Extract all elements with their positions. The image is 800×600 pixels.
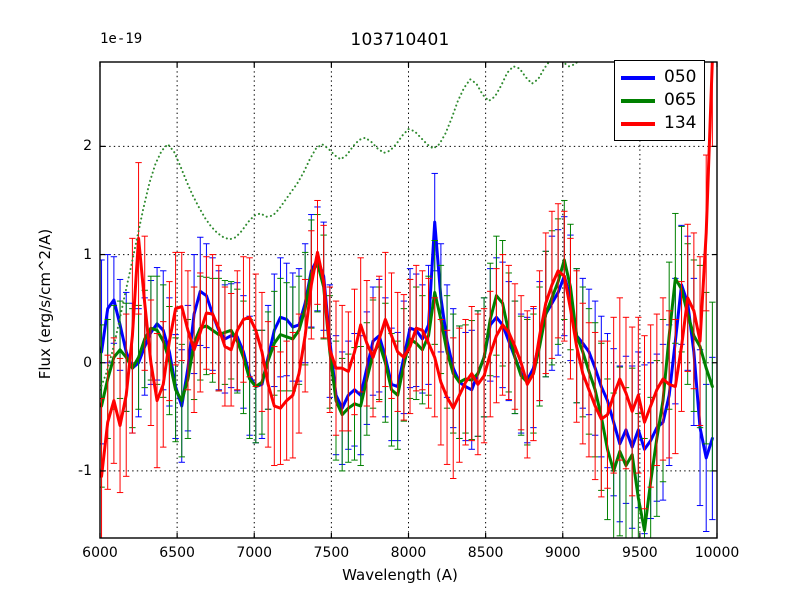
x-tick-label: 7000 (236, 545, 273, 561)
x-tick-label: 9000 (544, 545, 581, 561)
x-tick-label: 9500 (622, 545, 658, 561)
legend[interactable]: 050 065 134 (614, 60, 706, 141)
x-tick-label: 10000 (694, 545, 740, 561)
x-axis-label: Wavelength (A) (342, 566, 458, 584)
series-continuum-model (100, 62, 579, 391)
plot-title: 103710401 (350, 30, 450, 50)
legend-item-050[interactable]: 050 (621, 66, 696, 89)
data-series-group (100, 62, 716, 538)
legend-item-134[interactable]: 134 (621, 112, 696, 135)
y-tick-label: 2 (83, 138, 92, 155)
y-tick-label: 1 (83, 246, 92, 263)
legend-item-065[interactable]: 065 (621, 89, 696, 112)
series-134 (100, 62, 716, 538)
legend-label: 134 (664, 113, 697, 133)
y-tick-label: 0 (83, 354, 92, 371)
legend-label: 050 (664, 67, 697, 87)
legend-color-swatch (621, 121, 655, 126)
legend-color-swatch (621, 75, 655, 80)
legend-label: 065 (664, 90, 697, 110)
y-axis-label: Flux (erg/s/cm^2/A) (36, 228, 54, 380)
y-tick-label: -1 (78, 462, 92, 479)
x-tick-label: 6000 (82, 545, 118, 561)
x-tick-label: 8000 (390, 545, 427, 561)
axis-ticks (99, 62, 718, 538)
y-axis-offset-label: 1e-19 (100, 31, 143, 47)
grid-lines (100, 62, 717, 538)
legend-color-swatch (621, 98, 655, 103)
x-tick-label: 6500 (159, 545, 195, 561)
x-tick-label: 7500 (313, 545, 350, 561)
x-tick-label: 8500 (467, 545, 504, 561)
